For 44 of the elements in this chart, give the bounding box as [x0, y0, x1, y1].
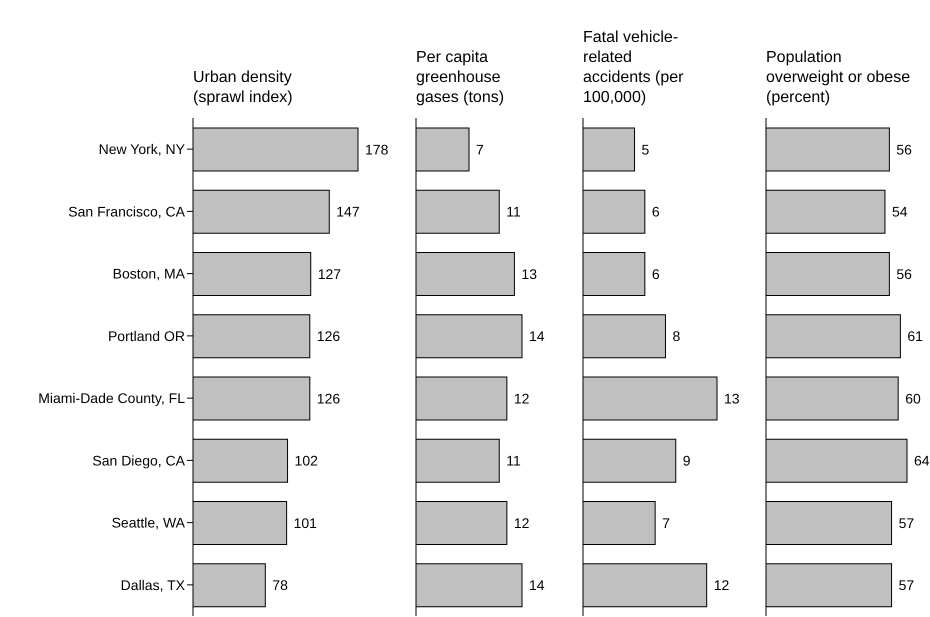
data-label: 147	[336, 204, 360, 220]
data-label: 11	[506, 452, 522, 469]
y-tick-label: Boston, MA	[112, 266, 186, 282]
data-label: 6	[652, 204, 660, 220]
data-label: 13	[521, 266, 538, 282]
data-label: 12	[714, 577, 730, 594]
y-tick-label: Miami-Dade County, FL	[38, 390, 186, 406]
data-label: 12	[514, 390, 530, 406]
data-label: 6	[652, 266, 660, 282]
data-label: 78	[272, 577, 288, 594]
data-label: 9	[682, 452, 691, 469]
data-label: 57	[898, 514, 914, 531]
data-label: 8	[672, 328, 680, 344]
data-label: 57	[898, 577, 914, 594]
data-label: 7	[662, 514, 670, 531]
y-tick-label: Seattle, WA	[112, 514, 186, 531]
chart-title: Population overweight or obese (percent)	[766, 48, 911, 108]
chart-title: Urban density (sprawl index)	[193, 68, 294, 108]
data-label: 12	[514, 514, 530, 531]
y-tick-label: New York, NY	[98, 141, 186, 158]
data-label: 126	[316, 390, 340, 406]
data-label: 60	[905, 390, 921, 406]
y-tick-label: San Francisco, CA	[68, 203, 186, 220]
data-label: 5	[642, 141, 650, 158]
chart-title: Fatal vehicle-related accidents (per 100,000)	[583, 28, 684, 108]
data-label: 61	[907, 328, 924, 344]
y-tick-label: Portland OR	[108, 328, 185, 344]
data-label: 102	[294, 452, 318, 469]
data-label: 56	[896, 266, 912, 282]
data-label: 101	[294, 514, 318, 531]
data-label: 54	[892, 204, 908, 220]
data-label: 64	[914, 452, 930, 469]
chart-title: Per capita greenhouse gases (tons)	[416, 48, 506, 108]
data-label: 126	[316, 328, 340, 344]
data-label: 14	[529, 577, 545, 594]
data-label: 178	[365, 141, 389, 158]
data-label: 7	[476, 141, 484, 158]
y-tick-label: Dallas, TX	[120, 576, 186, 593]
data-label: 127	[318, 266, 342, 282]
data-label: 13	[724, 390, 740, 406]
y-tick-label: San Diego, CA	[92, 452, 186, 468]
data-label: 56	[896, 141, 912, 158]
data-label: 11	[506, 204, 522, 220]
data-label: 14	[529, 328, 545, 344]
